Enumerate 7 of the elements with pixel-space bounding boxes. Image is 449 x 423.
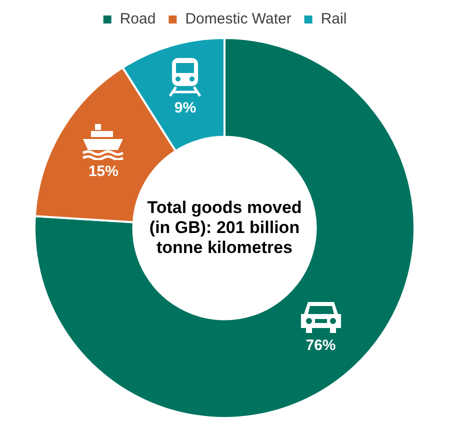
legend-label: Domestic Water	[185, 10, 292, 28]
legend-label: Rail	[320, 10, 347, 28]
legend-label: Road	[120, 10, 156, 28]
data-label: 76%	[306, 337, 336, 354]
data-label: 15%	[88, 163, 118, 180]
data-label: 9%	[174, 100, 196, 117]
text: Total goods moved (in GB): 201 billion tonne kilometres	[146, 198, 303, 258]
